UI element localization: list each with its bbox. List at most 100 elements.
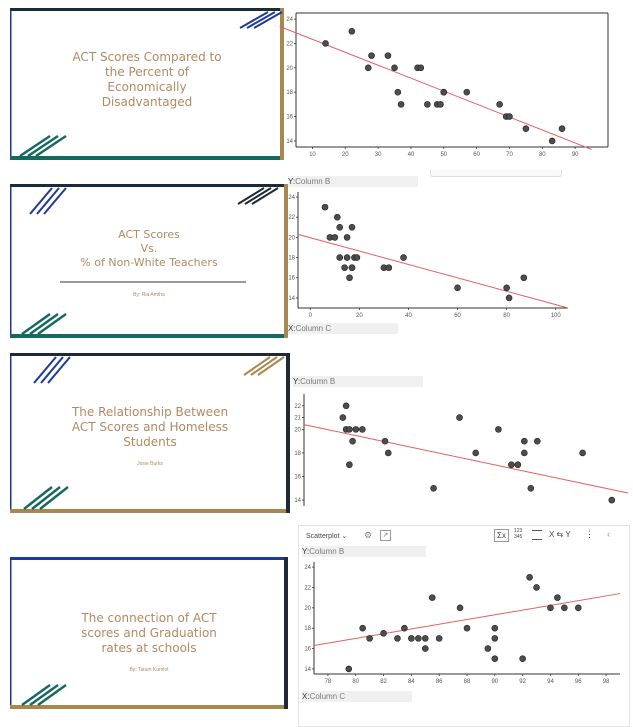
y-tick-label: 22 xyxy=(288,215,295,221)
y-tick-label: 24 xyxy=(288,195,295,201)
data-point xyxy=(456,414,463,421)
x-tick-label: 84 xyxy=(408,679,415,685)
data-point xyxy=(348,224,356,231)
data-point xyxy=(346,274,353,282)
data-point xyxy=(339,414,347,421)
chart-type-select[interactable]: Scatterplot ⌄ xyxy=(306,533,348,540)
data-point xyxy=(608,496,616,504)
chart-4: 14 16 18 20 22 24 78 80 82 84 86 88 90 92 94 96 98 xyxy=(304,560,622,690)
data-point xyxy=(522,125,530,133)
data-point xyxy=(440,88,448,96)
more-options-icon[interactable]: ⋮ xyxy=(585,529,594,539)
data-point xyxy=(514,461,522,469)
data-point xyxy=(341,264,348,271)
data-point xyxy=(352,426,360,433)
slide-1: ACT Scores Compared to the Percent of Ec… xyxy=(10,8,284,160)
data-point xyxy=(491,655,499,663)
y-tick-label: 20 xyxy=(304,606,311,612)
chart-4-y-label: Y:Column B xyxy=(302,546,426,557)
x-tick-label: 20 xyxy=(356,313,363,319)
data-point xyxy=(380,629,387,637)
x-tick-label: 94 xyxy=(547,679,554,685)
data-point xyxy=(496,101,503,108)
data-point xyxy=(359,624,366,632)
data-point xyxy=(381,437,389,445)
chart-1: 14 16 18 20 22 24 10 20 30 40 50 60 70 80 90 xyxy=(279,5,628,165)
data-point xyxy=(385,264,393,271)
data-point xyxy=(415,635,422,642)
data-point xyxy=(484,645,492,652)
data-point xyxy=(506,113,513,120)
data-point xyxy=(394,635,401,642)
numbers-button[interactable]: 123 345 xyxy=(514,528,523,540)
data-point xyxy=(521,449,528,457)
chart-3: 14 16 18 20 21 22 xyxy=(292,390,630,510)
chart-2: 14 16 18 20 22 24 0 20 40 60 80 100 xyxy=(288,188,578,320)
slide-4-frame xyxy=(10,557,288,709)
data-point xyxy=(343,254,351,261)
x-tick-label: 82 xyxy=(380,679,387,685)
sigma-button[interactable]: Σx xyxy=(494,529,509,542)
slide-2-frame xyxy=(10,184,288,338)
y-tick-label: 14 xyxy=(288,296,295,302)
x-tick-label: 70 xyxy=(506,152,513,158)
data-point xyxy=(421,635,429,642)
y-tick-label: 21 xyxy=(294,416,301,422)
y-tick-label: 16 xyxy=(294,475,301,481)
x-tick-label: 60 xyxy=(473,152,480,158)
x-tick-label: 80 xyxy=(352,679,359,685)
y-tick-label: 20 xyxy=(286,66,293,72)
trend-line xyxy=(297,233,569,309)
gear-icon[interactable]: ⚙ xyxy=(364,530,373,540)
data-point xyxy=(519,655,526,663)
data-point xyxy=(346,461,353,469)
x-tick-label: 100 xyxy=(551,313,562,319)
data-point xyxy=(435,635,443,642)
y-tick-label: 20 xyxy=(294,427,301,433)
data-point xyxy=(400,254,407,261)
chart-3-y-label: Y:Column B xyxy=(293,376,423,387)
chevron-down-icon: ⌄ xyxy=(341,533,348,540)
data-point xyxy=(503,284,510,292)
data-point xyxy=(343,234,351,241)
trend-line xyxy=(279,25,592,150)
trend-line xyxy=(313,593,621,646)
data-point xyxy=(384,449,392,457)
data-point xyxy=(417,64,425,72)
x-tick-label: 88 xyxy=(464,679,471,685)
data-point xyxy=(430,485,437,492)
rows-icon[interactable] xyxy=(532,530,542,540)
collapse-icon[interactable]: ‹ xyxy=(607,529,610,539)
data-point xyxy=(408,635,415,642)
x-tick-label: 80 xyxy=(503,313,510,319)
slide-2: ACT Scores Vs. % of Non-White Teachers B… xyxy=(10,184,288,338)
data-point xyxy=(394,88,402,96)
x-tick-label: 50 xyxy=(440,152,447,158)
data-point xyxy=(521,437,528,445)
data-point xyxy=(491,624,499,632)
data-point xyxy=(505,294,513,302)
data-point xyxy=(336,224,344,231)
data-point xyxy=(348,264,356,271)
y-tick-label: 22 xyxy=(304,585,311,591)
data-point xyxy=(558,125,566,133)
y-tick-label: 18 xyxy=(294,451,301,457)
data-point xyxy=(421,645,429,652)
data-point xyxy=(554,594,561,601)
external-link-icon[interactable]: ↗ xyxy=(380,530,391,541)
data-point xyxy=(526,573,533,581)
y-tick-label: 24 xyxy=(286,17,293,23)
y-tick-label: 16 xyxy=(304,647,311,653)
chart-2-y-label: Y:Column B xyxy=(288,176,418,187)
x-tick-label: 98 xyxy=(603,679,610,685)
data-point xyxy=(346,426,353,433)
slide-3-author: Josie Burks xyxy=(137,461,163,467)
y-tick-label: 14 xyxy=(294,498,301,504)
data-point xyxy=(574,604,582,612)
data-point xyxy=(333,213,341,221)
y-tick-label: 18 xyxy=(286,90,293,96)
swap-axes-button[interactable]: X ⇆ Y xyxy=(549,530,571,539)
x-tick-label: 40 xyxy=(405,313,412,319)
data-point xyxy=(401,624,408,632)
x-tick-label: 90 xyxy=(491,679,498,685)
